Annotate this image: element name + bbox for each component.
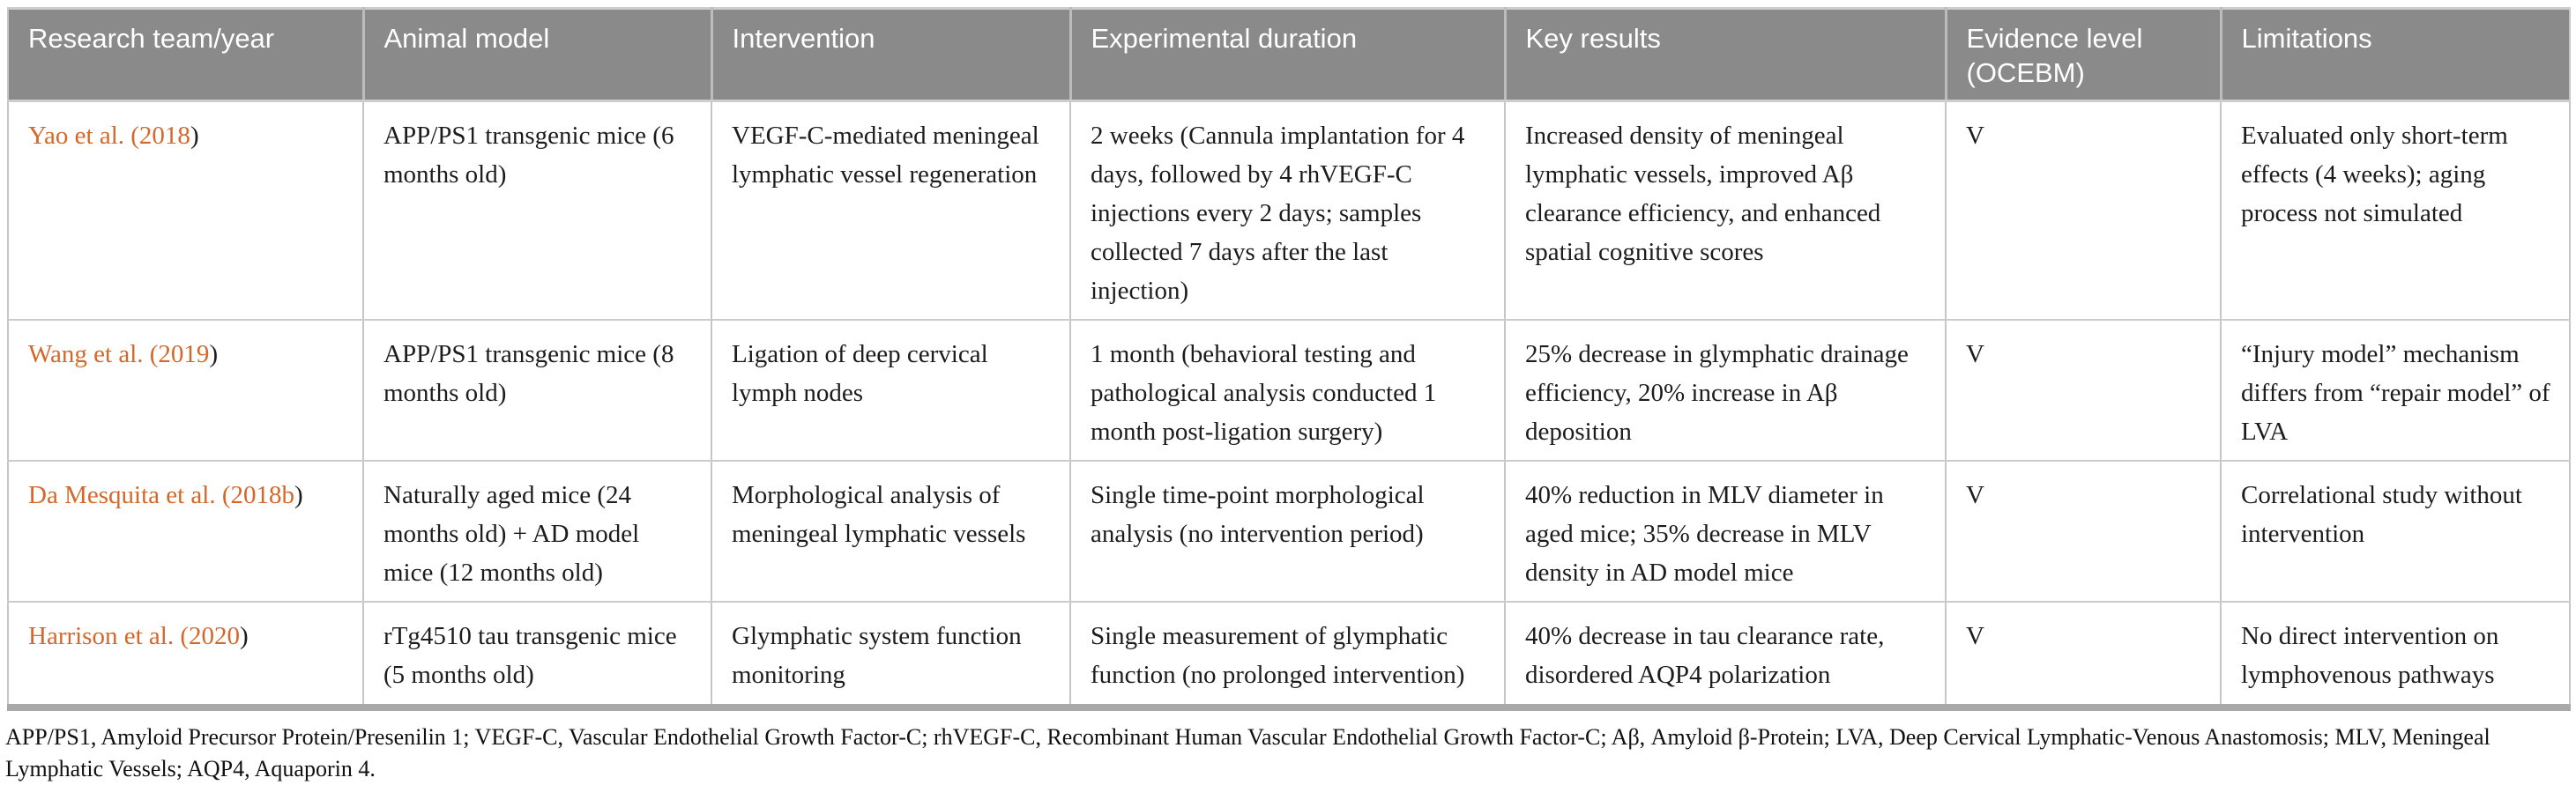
table-footnote-abbreviations: APP/PS1, Amyloid Precursor Protein/Prese… [5,723,2490,781]
cell-evidence-level: V [1946,319,2222,463]
header-cell-experimental-duration: Experimental duration [1070,8,1507,102]
cell-limitations: Evaluated only short-term effects (4 wee… [2221,100,2570,321]
cell-experimental-duration: Single measurement of glymphatic functio… [1070,602,1506,707]
cell-animal-model: APP/PS1 transgenic mice (6 months old) [363,100,712,321]
table-row: Harrison et al. (2020) rTg4510 tau trans… [8,602,2570,707]
header-cell-key-results: Key results [1505,8,1947,102]
citation-link[interactable]: Wang et al. (2019 [28,339,210,368]
header-cell-animal-model: Animal model [363,8,713,102]
cell-key-results: 40% decrease in tau clearance rate, diso… [1505,602,1947,707]
cell-research-team: Harrison et al. (2020) [8,602,364,707]
cell-experimental-duration: 1 month (behavioral testing and patholog… [1070,319,1506,463]
cell-key-results: 40% reduction in MLV diameter in aged mi… [1505,461,1947,604]
citation-close-paren: ) [294,481,303,510]
cell-key-results: Increased density of meningeal lymphatic… [1505,100,1947,321]
header-cell-evidence-level: Evidence level (OCEBM) [1946,8,2222,102]
table-header-row: Research team/year Animal model Interven… [8,8,2570,102]
citation-close-paren: ) [209,339,219,368]
cell-evidence-level: V [1946,100,2222,321]
cell-experimental-duration: Single time-point morphological analysis… [1070,461,1506,604]
table-row: Da Mesquita et al. (2018b) Naturally age… [8,461,2570,604]
cell-animal-model: APP/PS1 transgenic mice (8 months old) [363,319,712,463]
table-row: Wang et al. (2019) APP/PS1 transgenic mi… [8,319,2570,463]
header-cell-intervention: Intervention [711,8,1072,102]
citation-close-paren: ) [240,622,249,651]
citation-link[interactable]: Harrison et al. (2020 [28,622,240,651]
cell-intervention: VEGF-C-mediated meningeal lymphatic vess… [711,100,1071,321]
cell-limitations: “Injury model” mechanism differs from “r… [2221,319,2570,463]
cell-research-team: Yao et al. (2018) [8,100,364,321]
cell-limitations: No direct intervention on lymphovenous p… [2221,602,2570,707]
cell-key-results: 25% decrease in glymphatic drainage effi… [1505,319,1947,463]
citation-link[interactable]: Yao et al. (2018 [28,121,190,150]
cell-evidence-level: V [1946,602,2222,707]
cell-animal-model: rTg4510 tau transgenic mice (5 months ol… [363,602,712,707]
cell-animal-model: Naturally aged mice (24 months old) + AD… [363,461,712,604]
page: Research team/year Animal model Interven… [5,7,2571,781]
cell-intervention: Ligation of deep cervical lymph nodes [711,319,1071,463]
header-cell-research-team-year: Research team/year [8,8,365,102]
evidence-summary-table: Research team/year Animal model Interven… [7,7,2571,711]
citation-link[interactable]: Da Mesquita et al. (2018b [28,481,295,510]
cell-evidence-level: V [1946,461,2222,604]
cell-limitations: Correlational study without intervention [2221,461,2570,604]
header-cell-limitations: Limitations [2221,8,2570,102]
cell-intervention: Morphological analysis of meningeal lymp… [711,461,1071,604]
citation-close-paren: ) [190,121,199,150]
cell-research-team: Da Mesquita et al. (2018b) [8,461,364,604]
cell-experimental-duration: 2 weeks (Cannula implantation for 4 days… [1070,100,1506,321]
cell-research-team: Wang et al. (2019) [8,319,364,463]
cell-intervention: Glymphatic system function monitoring [711,602,1071,707]
table-row: Yao et al. (2018) APP/PS1 transgenic mic… [8,100,2570,321]
